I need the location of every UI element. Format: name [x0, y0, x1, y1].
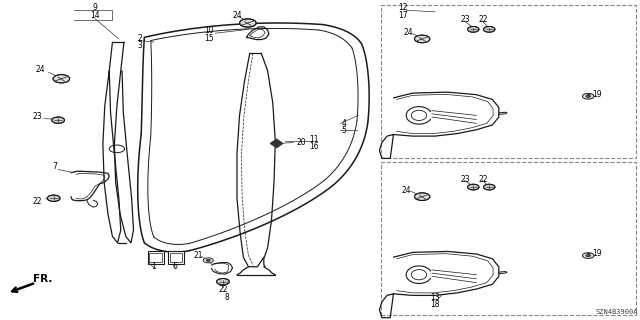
Circle shape	[467, 184, 479, 190]
Text: –: –	[586, 90, 590, 99]
Text: 22: 22	[33, 197, 42, 206]
Text: 20: 20	[296, 138, 306, 147]
Circle shape	[415, 193, 430, 200]
Circle shape	[52, 117, 65, 123]
Text: 6: 6	[173, 262, 177, 271]
Circle shape	[216, 278, 229, 285]
Text: 24: 24	[401, 186, 411, 195]
Text: 19: 19	[593, 250, 602, 259]
Circle shape	[582, 93, 594, 99]
Text: 21: 21	[194, 251, 204, 260]
Circle shape	[415, 35, 430, 43]
Text: 17: 17	[398, 11, 408, 20]
Circle shape	[206, 259, 211, 261]
Bar	[381, 5, 636, 158]
Text: 10: 10	[204, 27, 214, 36]
Circle shape	[582, 253, 594, 259]
Circle shape	[483, 27, 495, 32]
Text: 14: 14	[90, 11, 100, 20]
Bar	[381, 162, 636, 315]
Text: 15: 15	[204, 34, 214, 43]
Text: 4: 4	[342, 119, 347, 128]
Text: 7: 7	[52, 162, 58, 171]
Text: 24: 24	[35, 65, 45, 74]
Text: 19: 19	[593, 90, 602, 99]
Circle shape	[239, 19, 256, 27]
Text: 5: 5	[342, 126, 347, 135]
Text: 23: 23	[461, 15, 470, 24]
Text: 8: 8	[225, 293, 229, 302]
Text: 18: 18	[430, 300, 440, 309]
Text: 22: 22	[219, 285, 228, 294]
Bar	[170, 253, 182, 262]
Text: 23: 23	[461, 175, 470, 184]
Bar	[168, 252, 184, 264]
Text: 2: 2	[138, 34, 142, 43]
Circle shape	[483, 184, 495, 190]
Text: 1: 1	[152, 262, 156, 271]
Circle shape	[47, 195, 60, 201]
Text: 3: 3	[138, 41, 142, 51]
Bar	[148, 252, 164, 264]
Text: 9: 9	[93, 3, 98, 12]
Text: 22: 22	[479, 15, 488, 24]
Circle shape	[586, 95, 591, 97]
Text: 24: 24	[232, 11, 242, 20]
Text: 16: 16	[309, 142, 319, 151]
Circle shape	[203, 258, 213, 263]
Text: 12: 12	[398, 3, 408, 12]
Text: 24: 24	[403, 28, 413, 37]
Text: –: –	[586, 250, 590, 259]
Polygon shape	[270, 139, 283, 148]
Bar	[150, 253, 162, 262]
Text: FR.: FR.	[33, 274, 52, 284]
Circle shape	[586, 254, 591, 257]
Text: 22: 22	[479, 175, 488, 184]
Circle shape	[467, 27, 479, 32]
Text: 11: 11	[309, 135, 318, 144]
Circle shape	[53, 75, 70, 83]
Text: 23: 23	[33, 113, 42, 122]
Text: 13: 13	[430, 293, 440, 302]
Text: SZN4B3900A: SZN4B3900A	[596, 309, 638, 316]
